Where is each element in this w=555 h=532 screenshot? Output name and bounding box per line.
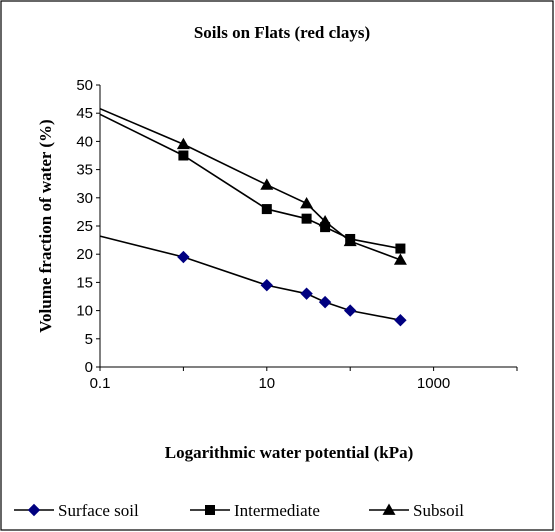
data-point bbox=[177, 250, 190, 264]
data-point bbox=[300, 196, 314, 209]
x-axis-label: Logarithmic water potential (kPa) bbox=[165, 443, 414, 462]
y-tick-label: 20 bbox=[76, 246, 93, 263]
axes: 0 5 10 15 20 25 30 35 40 45 50 0.1 10 1000 bbox=[76, 77, 518, 392]
data-point bbox=[318, 214, 332, 227]
y-tick-label: 50 bbox=[76, 77, 93, 94]
data-point bbox=[261, 204, 272, 215]
y-tick-label: 25 bbox=[76, 218, 93, 235]
y-tick-label: 45 bbox=[76, 105, 93, 122]
legend-item: Subsoil bbox=[369, 501, 464, 520]
data-point bbox=[260, 178, 274, 190]
data-point bbox=[260, 279, 274, 292]
y-tick-label: 5 bbox=[85, 331, 93, 348]
y-tick-label: 40 bbox=[76, 133, 93, 150]
series-layer bbox=[99, 107, 407, 327]
series-subsoil bbox=[99, 107, 407, 265]
legend-label: Surface soil bbox=[58, 501, 139, 520]
x-tick-label: 1000 bbox=[417, 375, 450, 392]
y-tick-label: 15 bbox=[76, 274, 93, 291]
data-point bbox=[176, 137, 190, 150]
legend-item: Surface soil bbox=[14, 501, 139, 520]
legend-marker bbox=[27, 503, 41, 517]
series-surface-soil bbox=[99, 235, 407, 327]
data-point bbox=[178, 150, 189, 161]
legend-marker bbox=[205, 505, 215, 515]
data-point bbox=[395, 243, 406, 254]
data-point bbox=[300, 287, 313, 300]
y-tick-label: 30 bbox=[76, 190, 93, 207]
y-tick-label: 10 bbox=[76, 303, 93, 320]
y-axis-label: Volume fraction of water (%) bbox=[36, 119, 55, 332]
y-tick-label: 0 bbox=[85, 359, 93, 376]
legend-marker bbox=[382, 503, 396, 515]
data-point bbox=[343, 234, 357, 247]
legend: Surface soil Intermediate Subsoil bbox=[14, 501, 464, 520]
y-tick-label: 35 bbox=[76, 162, 93, 179]
x-tick-label: 10 bbox=[258, 375, 275, 392]
data-point bbox=[343, 304, 357, 317]
data-point bbox=[394, 313, 407, 327]
data-point bbox=[301, 213, 312, 224]
chart-title: Soils on Flats (red clays) bbox=[194, 23, 370, 42]
legend-item: Intermediate bbox=[190, 501, 320, 520]
data-point bbox=[318, 295, 332, 309]
x-tick-label: 0.1 bbox=[90, 375, 111, 392]
data-point bbox=[320, 222, 331, 233]
legend-label: Subsoil bbox=[413, 501, 464, 520]
data-point bbox=[393, 253, 407, 265]
legend-label: Intermediate bbox=[234, 501, 320, 520]
